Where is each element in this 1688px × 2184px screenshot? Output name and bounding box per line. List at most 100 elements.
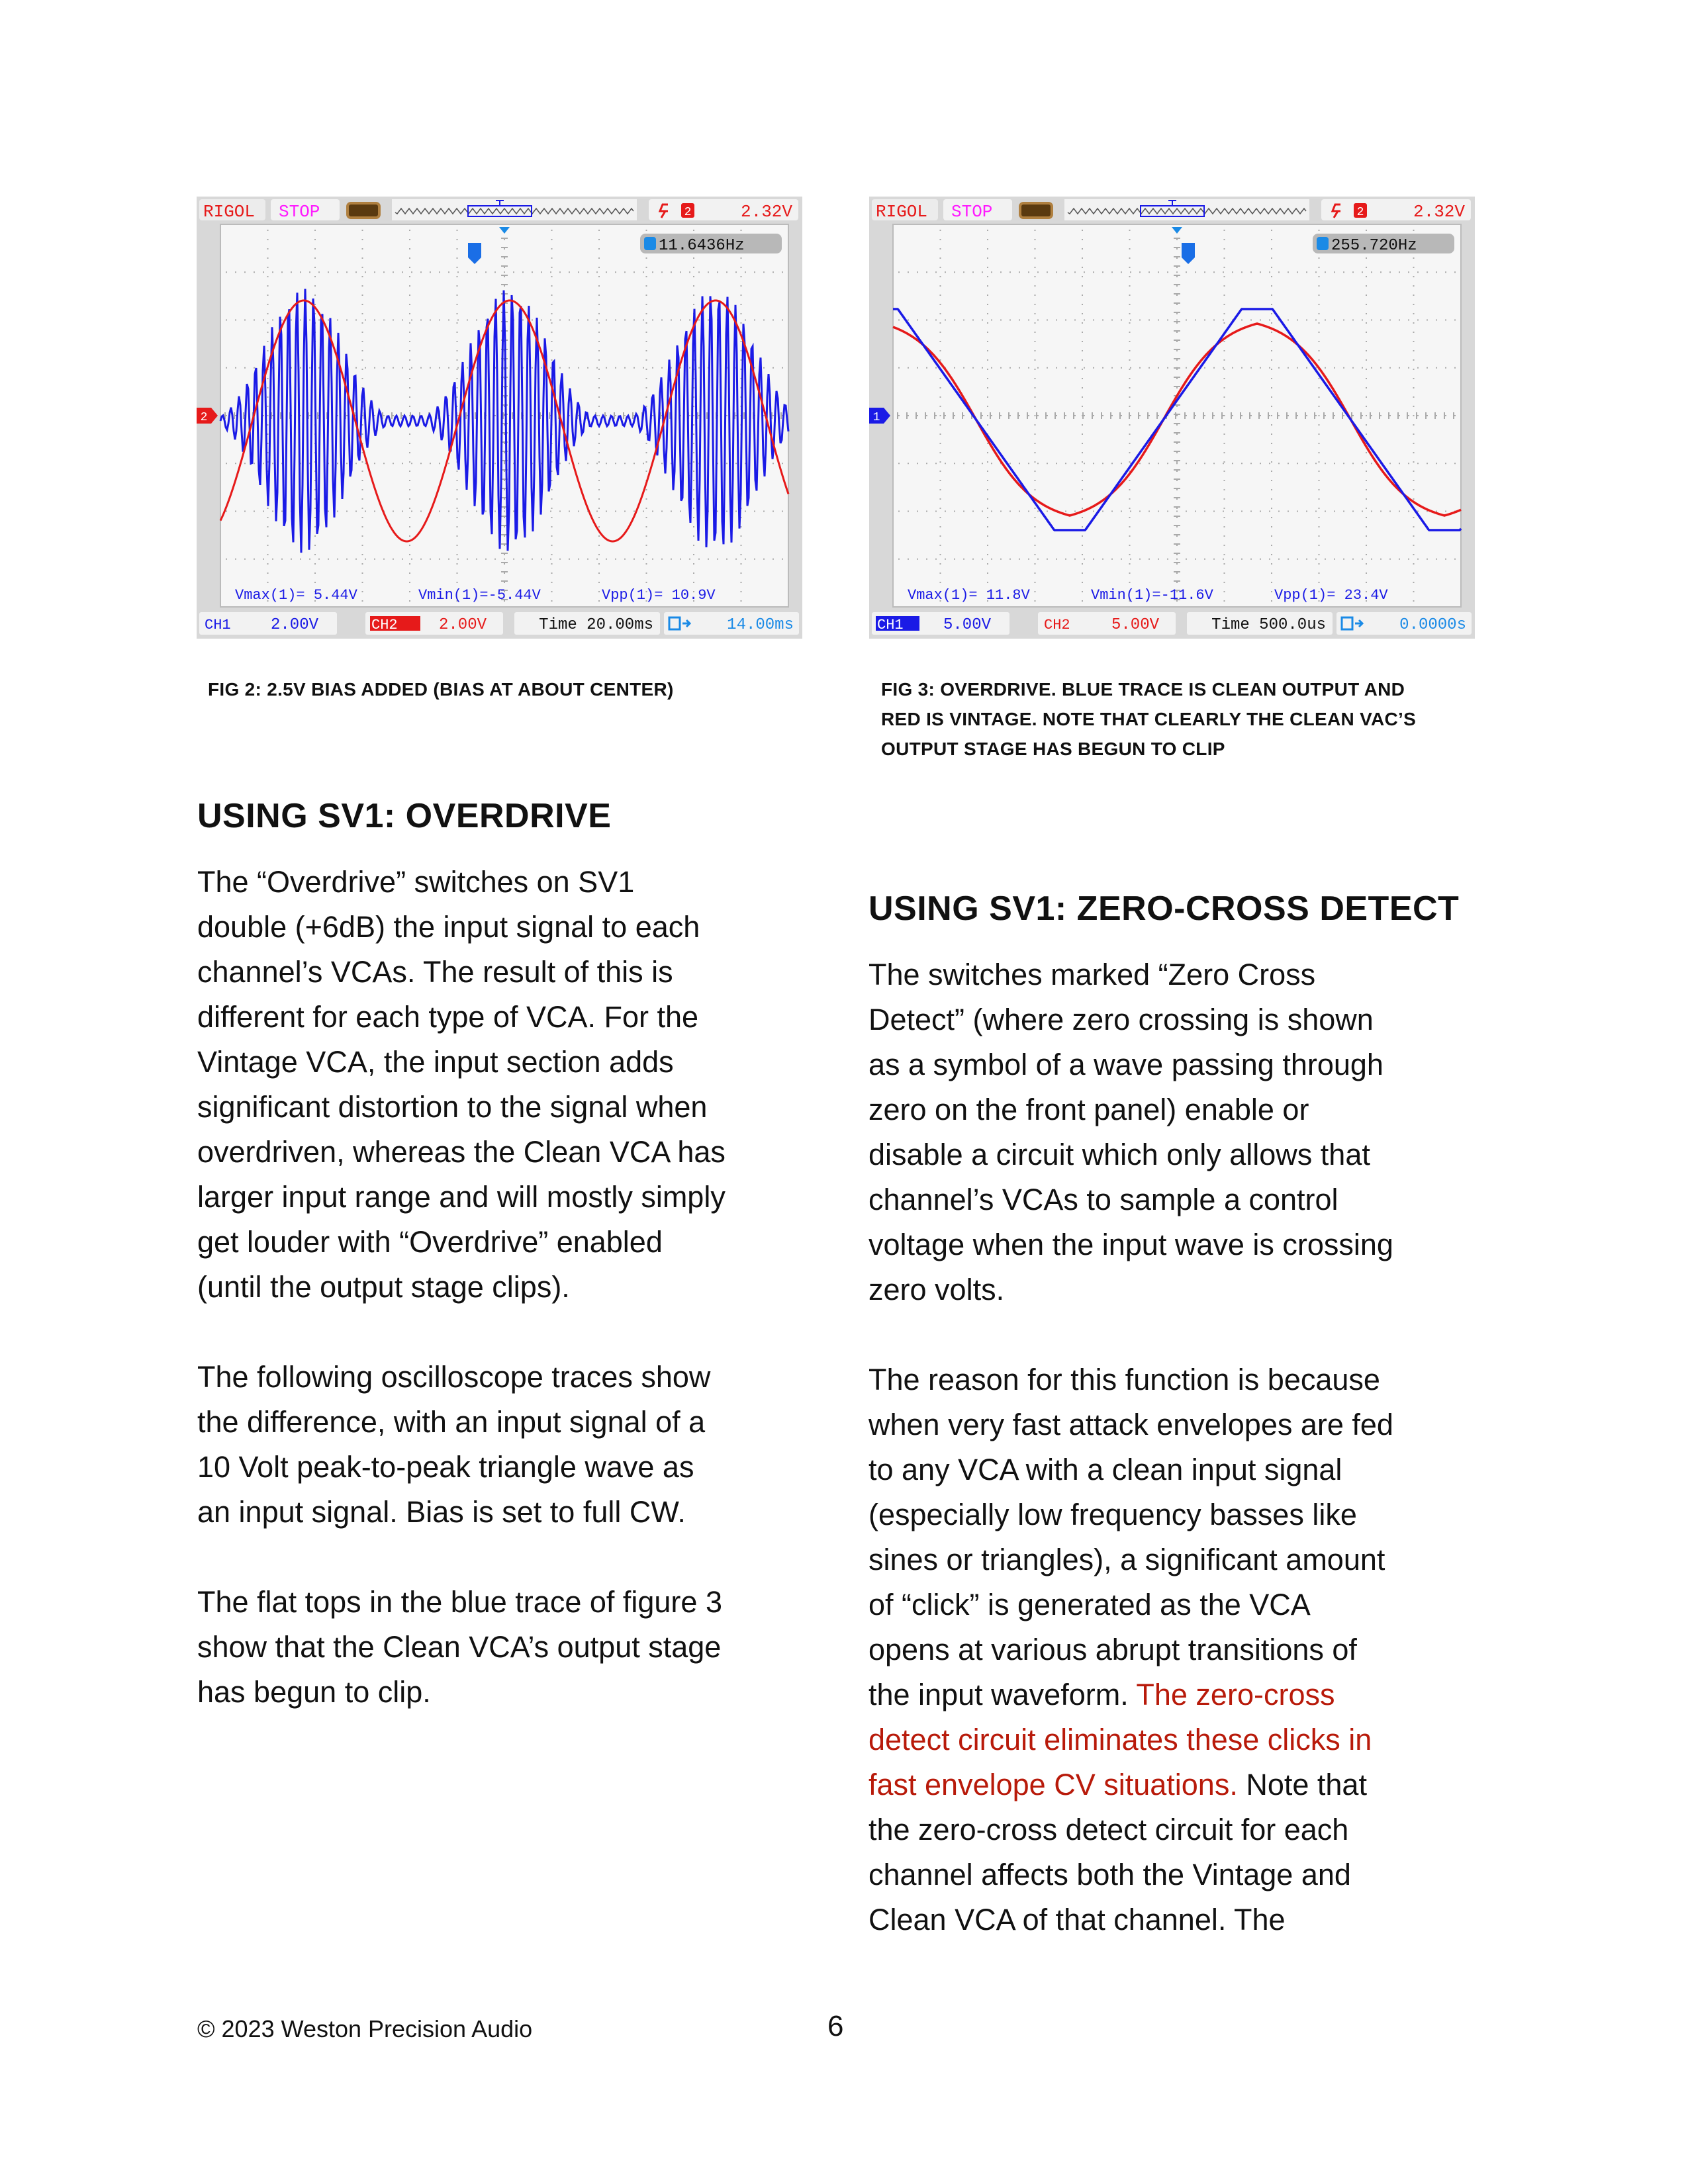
grid-dot <box>926 510 927 512</box>
grid-dot <box>740 276 742 277</box>
grid-dot <box>1223 295 1225 296</box>
center-tick <box>1351 412 1352 419</box>
grid-dot <box>1408 463 1409 465</box>
grid-dot <box>598 396 600 398</box>
grid-dot <box>551 276 553 277</box>
grid-dot <box>939 359 941 361</box>
grid-dot <box>1315 510 1317 512</box>
ch2-label: CH2 <box>1044 617 1070 633</box>
grid-dot <box>457 367 459 369</box>
grid-dot <box>439 463 440 465</box>
text-line: Clean VCA of that channel. The <box>868 1897 1393 1942</box>
grid-dot <box>550 558 551 560</box>
center-tick <box>1295 412 1297 419</box>
center-tick <box>962 412 963 419</box>
grid-dot <box>987 378 988 379</box>
grid-dot <box>402 415 403 416</box>
grid-dot <box>939 230 941 231</box>
text-line: The switches marked “Zero Cross <box>868 952 1393 997</box>
grid-dot <box>1034 452 1036 453</box>
grid-dot <box>671 367 672 369</box>
grid-dot <box>355 510 357 512</box>
grid-dot <box>1129 591 1131 592</box>
center-tick <box>465 412 467 419</box>
grid-dot <box>1056 319 1057 321</box>
grid-dot <box>1269 510 1270 512</box>
text-line: Detect” (where zero crossing is shown <box>868 997 1393 1042</box>
center-tick <box>308 412 309 419</box>
grid-dot <box>926 271 927 273</box>
center-tick <box>669 412 671 419</box>
grid-dot <box>1176 322 1178 324</box>
grid-dot <box>926 415 927 416</box>
grid-dot <box>1366 508 1367 509</box>
grid-dot <box>300 271 301 273</box>
grid-dot <box>945 463 946 465</box>
grid-dot <box>1082 387 1083 388</box>
grid-dot <box>1454 558 1456 560</box>
grid-dot <box>267 563 269 565</box>
grid-dot <box>1271 563 1272 565</box>
grid-dot <box>1325 319 1326 321</box>
grid-dot <box>532 367 533 369</box>
grid-dot <box>1223 535 1225 537</box>
grid-dot <box>1102 319 1103 321</box>
grid-dot <box>740 600 742 602</box>
grid-dot <box>645 452 647 453</box>
grid-dot <box>504 510 505 512</box>
center-tick <box>1174 377 1180 378</box>
center-tick <box>1240 412 1241 419</box>
grid-dot <box>671 463 672 465</box>
grid-dot <box>550 510 551 512</box>
grid-dot <box>1037 558 1039 560</box>
grid-dot <box>1034 332 1036 333</box>
grid-dot <box>698 558 700 560</box>
grid-dot <box>939 572 941 574</box>
grid-dot <box>1366 378 1367 379</box>
trigger-offset: 14.00ms <box>727 616 794 634</box>
grid-dot <box>643 510 644 512</box>
grid-dot <box>633 415 635 416</box>
grid-dot <box>1260 415 1261 416</box>
grid-dot <box>504 257 505 259</box>
grid-dot <box>1315 463 1317 465</box>
text-segment: opens at various abrupt transitions of <box>868 1633 1357 1666</box>
grid-dot <box>598 535 600 537</box>
grid-dot <box>982 558 983 560</box>
grid-dot <box>409 350 410 351</box>
center-tick <box>224 412 226 419</box>
grid-dot <box>361 591 363 592</box>
grid-dot <box>1278 463 1280 465</box>
grid-dot <box>1084 463 1085 465</box>
grid-dot <box>740 267 742 268</box>
text-line: zero on the front panel) enable or <box>868 1087 1393 1132</box>
grid-dot <box>1260 319 1261 321</box>
grid-dot <box>987 239 988 240</box>
grid-dot <box>1325 463 1326 465</box>
grid-dot <box>1034 341 1036 342</box>
center-tick <box>1407 412 1408 419</box>
grid-dot <box>1129 517 1131 518</box>
grid-dot <box>504 396 505 398</box>
grid-dot <box>740 359 742 361</box>
grid-dot <box>1271 248 1272 250</box>
grid-dot <box>963 319 964 321</box>
grid-dot <box>1454 415 1456 416</box>
grid-dot <box>587 271 588 273</box>
grid-dot <box>1129 406 1131 407</box>
center-tick <box>501 386 508 387</box>
grid-dot <box>972 558 974 560</box>
grid-dot <box>939 285 941 287</box>
grid-dot <box>987 480 988 481</box>
grid-dot <box>1082 535 1083 537</box>
grid-dot <box>1129 295 1131 296</box>
grid-dot <box>1366 230 1367 231</box>
text-line: zero volts. <box>868 1267 1393 1312</box>
grid-dot <box>1271 424 1272 426</box>
grid-dot <box>314 563 316 565</box>
grid-dot <box>598 341 600 342</box>
grid-dot <box>1176 359 1178 361</box>
grid-dot <box>411 271 412 273</box>
grid-dot <box>361 554 363 555</box>
